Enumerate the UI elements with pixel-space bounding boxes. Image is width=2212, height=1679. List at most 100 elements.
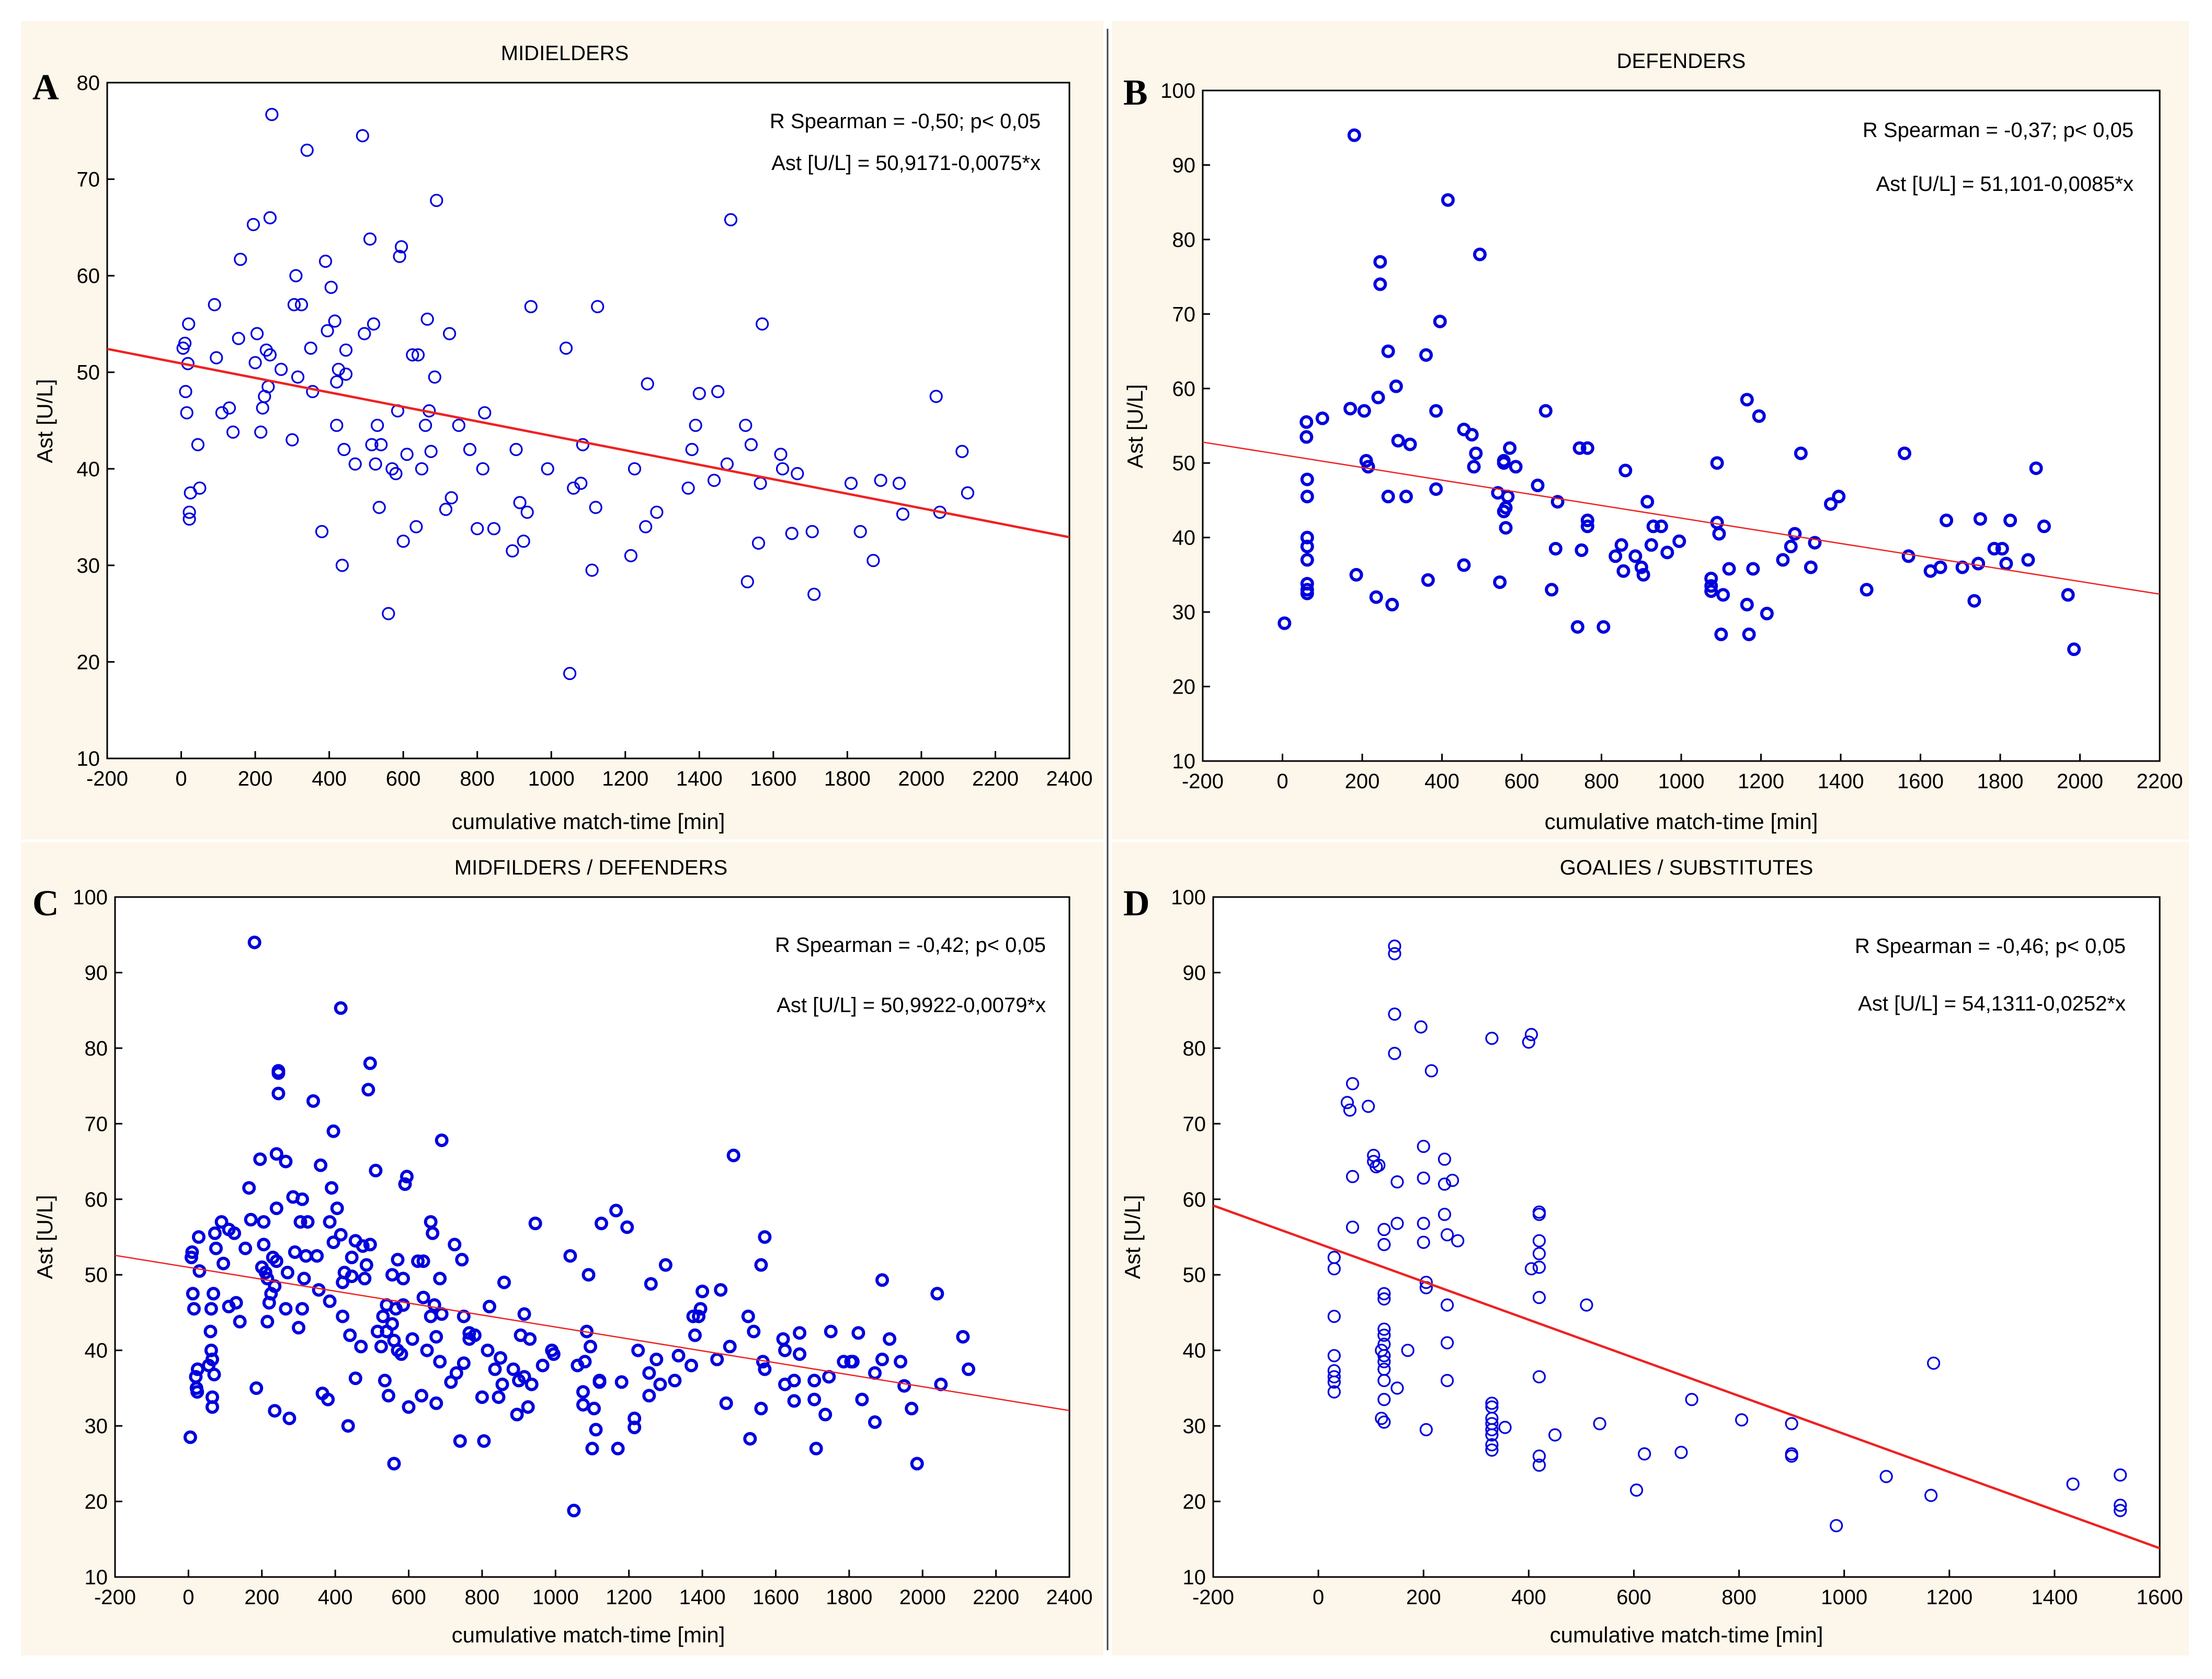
panel-c-ytick-label-20: 20 (85, 1491, 108, 1514)
panel-c-point-76 (330, 1201, 344, 1216)
panel-c-point-18 (207, 1287, 221, 1301)
panel-a-point-112 (711, 384, 725, 399)
panel-c-point-57 (288, 1245, 302, 1259)
panel-b-point-74 (1660, 546, 1674, 560)
panel-c-point-1 (185, 1251, 198, 1264)
panel-a-ytick-label-10: 10 (77, 747, 100, 770)
panel-d-point-43 (1417, 1171, 1430, 1185)
panel-c-x-axis: -200 0 200 400 600 800 1000 1200 1400 1600 1800 200… (94, 1570, 1093, 1609)
panel-a-point-110 (692, 387, 706, 400)
panel-c-xtick-label--200: -200 (94, 1586, 136, 1609)
panel-d-point-36 (1388, 1047, 1401, 1060)
panel-a-point-124 (791, 467, 804, 481)
panel-d-xtick-label--200: -200 (1192, 1586, 1234, 1609)
panel-d-point-32 (1377, 1415, 1391, 1429)
panel-b-point-59 (1580, 513, 1594, 527)
panel-c-point-186 (642, 1389, 656, 1403)
panel-b-point-31 (1429, 482, 1443, 496)
panel-b-point-17 (1361, 460, 1375, 474)
panel-d-point-22 (1377, 1287, 1391, 1300)
panel-d-point-88 (1735, 1413, 1749, 1427)
panel-b-xtick-label-1600: 1600 (1897, 770, 1944, 793)
panel-a-point-129 (866, 553, 880, 568)
panel-c-point-215 (778, 1343, 792, 1357)
panel-d-point-91 (1785, 1449, 1798, 1463)
panel-a-point-125 (805, 525, 819, 538)
panel-c-point-231 (868, 1415, 882, 1429)
panel-b-ytick-label-90: 90 (1172, 154, 1196, 177)
panel-a-point-65 (394, 240, 408, 254)
panel-c-xtick-label-1800: 1800 (826, 1586, 872, 1609)
panel-b-point-42 (1493, 575, 1507, 589)
panel-a-point-76 (428, 370, 441, 384)
panel-d-point-23 (1377, 1292, 1391, 1306)
panel-a-point-79 (442, 327, 457, 341)
panel-d-point-45 (1417, 1235, 1430, 1249)
panel-d-point-54 (1440, 1374, 1454, 1387)
panel-d-y-axis-label: Ast [U/L] (1120, 1195, 1145, 1279)
panel-b-point-13 (1347, 128, 1361, 142)
panel-a-point-52 (358, 327, 371, 341)
panel-c-point-129 (433, 1355, 447, 1369)
panel-d-data-points (1327, 939, 2127, 1533)
panel-a-point-11 (208, 298, 221, 312)
panel-b-equation-annotation: Ast [U/L] = 51,101-0,0085*x (1876, 173, 2134, 196)
panel-c-point-137 (457, 1309, 471, 1323)
panel-c-point-240 (930, 1287, 944, 1301)
panel-b-point-79 (1710, 456, 1724, 470)
panel-d-point-57 (1445, 1174, 1460, 1187)
panel-d-point-50 (1438, 1152, 1451, 1166)
panel-c-point-178 (592, 1375, 607, 1389)
panel-c-point-211 (758, 1230, 772, 1244)
panel-d-plot-area (1212, 896, 2161, 1578)
panel-a-point-40 (321, 324, 334, 337)
panel-a-point-116 (740, 575, 754, 588)
panel-c-point-212 (758, 1362, 772, 1376)
panel-c-point-190 (653, 1377, 667, 1391)
panel-a-ytick-label-40: 40 (77, 458, 100, 481)
panel-c-equation-annotation: Ast [U/L] = 50,9922-0,0079*x (777, 994, 1046, 1017)
panel-a-point-111 (707, 473, 721, 487)
panel-a-point-128 (853, 525, 867, 538)
panel-c-point-99 (378, 1374, 392, 1388)
panel-a-point-36 (304, 341, 317, 355)
panel-b-point-86 (1740, 597, 1754, 611)
panel-c-point-124 (426, 1226, 440, 1240)
panel-c-point-80 (336, 1309, 350, 1323)
panel-c-point-78 (334, 1228, 348, 1242)
panel-d-title: GOALIES / SUBSTITUTES (1560, 856, 1814, 879)
panel-b-point-106 (1967, 594, 1981, 608)
panel-a-point-58 (372, 501, 386, 514)
panel-b-point-82 (1714, 627, 1728, 641)
panel-a-point-70 (409, 520, 423, 534)
panel-c-point-104 (385, 1317, 399, 1331)
panel-d-point-60 (1485, 1397, 1499, 1410)
panel-c-point-238 (905, 1401, 919, 1415)
panel-b-point-105 (1955, 560, 1969, 574)
panel-c-xtick-label-2400: 2400 (1046, 1586, 1093, 1609)
panel-a-ytick-label-60: 60 (77, 265, 100, 288)
panel-a-point-100 (589, 501, 602, 514)
panel-a-point-67 (400, 447, 414, 461)
panel-c-point-31 (244, 1212, 258, 1227)
panel-c-point-102 (381, 1389, 395, 1403)
panel-c-point-110 (394, 1347, 408, 1361)
panel-c-point-58 (292, 1321, 305, 1335)
panel-a-point-32 (289, 269, 303, 282)
panel-c-point-94 (363, 1238, 377, 1252)
panel-a-xtick-label-800: 800 (460, 767, 495, 790)
panel-c-point-36 (257, 1238, 271, 1252)
panel-c-xtick-label-800: 800 (465, 1586, 500, 1609)
panel-a-point-60 (382, 607, 395, 620)
panel-a-point-27 (263, 211, 277, 224)
panel-c-point-115 (402, 1400, 416, 1414)
panel-a-title: MIDIELDERS (501, 42, 629, 65)
panel-d-point-10 (1346, 1077, 1360, 1091)
panel-c-point-22 (214, 1215, 229, 1229)
panel-a-point-1 (178, 336, 192, 350)
panel-a-point-109 (689, 418, 702, 432)
panel-c-point-84 (345, 1251, 359, 1264)
panel-d-point-67 (1485, 1443, 1499, 1457)
panel-a-ytick-label-80: 80 (77, 72, 100, 95)
panel-c-point-228 (846, 1355, 860, 1369)
